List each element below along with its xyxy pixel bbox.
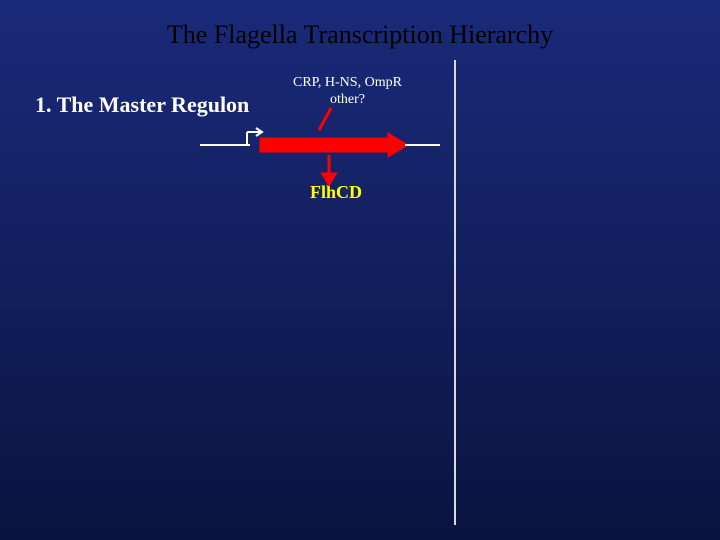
regulators-label: CRP, H-NS, OmpR other?	[293, 75, 402, 109]
gene-product-label: FlhCD	[310, 182, 362, 203]
product-arrow	[323, 155, 335, 184]
promoter-arrow	[247, 128, 262, 145]
regulators-line1: CRP, H-NS, OmpR	[293, 75, 402, 90]
gene-arrow	[260, 133, 408, 157]
slide-title: The Flagella Transcription Hierarchy	[0, 20, 720, 50]
slide-background: The Flagella Transcription Hierarchy 1. …	[0, 0, 720, 540]
regulators-line2: other?	[330, 92, 365, 107]
regulator-input-line	[319, 108, 331, 130]
section-subtitle: 1. The Master Regulon	[35, 92, 249, 118]
